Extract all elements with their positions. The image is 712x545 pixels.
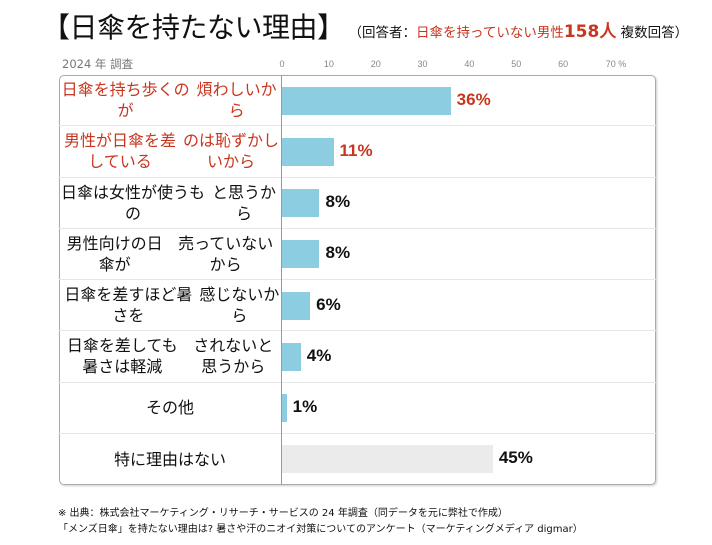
- survey-year: 2024 年 調査: [62, 57, 134, 71]
- bar: [282, 445, 493, 474]
- x-tick-label: 0: [279, 59, 285, 69]
- category-label-line: 日傘を持ち歩くのが: [61, 80, 190, 121]
- subtitle-close: 複数回答）: [616, 25, 689, 41]
- chart-row: 特に理由はない 45%: [59, 434, 656, 485]
- bar: [282, 86, 451, 115]
- bar: [282, 394, 287, 423]
- title-main: 【日傘を持たない理由】: [42, 11, 345, 44]
- chart-row: 日傘を差すほど暑さを 感じないから 6%: [59, 280, 656, 332]
- value-label: 6%: [316, 294, 341, 314]
- x-tick-label: 50: [511, 59, 522, 69]
- chart-title: 【日傘を持たない理由】 （回答者：日傘を持っていない男性158人 複数回答）: [42, 6, 688, 46]
- category-label: 男性が日傘を差している のは恥ずかしいから: [59, 126, 281, 176]
- category-label: 日傘を差しても暑さは軽減 されないと思うから: [59, 331, 281, 381]
- bar: [282, 342, 301, 371]
- category-label-line: のは恥ずかしいから: [182, 131, 279, 172]
- value-label: 36%: [456, 89, 491, 109]
- bar: [282, 291, 311, 320]
- title-subtitle: （回答者：日傘を持っていない男性158人 複数回答）: [349, 17, 689, 42]
- chart-row: その他 1%: [59, 383, 656, 434]
- category-label-line: 煩わしいから: [196, 80, 277, 121]
- bar: [282, 189, 320, 218]
- category-label: 特に理由はない: [59, 434, 281, 485]
- value-label: 8%: [325, 192, 351, 212]
- chart-row: 男性が日傘を差している のは恥ずかしいから 11%: [59, 126, 656, 178]
- subtitle-count: 158人: [563, 22, 617, 42]
- value-label: 1%: [292, 397, 318, 417]
- category-label-line: 日傘を差すほど暑さを: [64, 285, 193, 326]
- category-label-line: されないと思うから: [193, 336, 274, 377]
- bar: [282, 137, 334, 166]
- footnote-article: 「メンズ日傘」を持たない理由は? 暑さや汗のニオイ対策についてのアンケート（マー…: [58, 524, 583, 535]
- category-label: 日傘を差すほど暑さを 感じないから: [59, 280, 281, 330]
- chart-row: 日傘を差しても暑さは軽減 されないと思うから 4%: [59, 331, 656, 383]
- value-label: 11%: [339, 140, 373, 160]
- bar: [282, 240, 320, 269]
- footnote-source: ※ 出典：株式会社マーケティング・リサーチ・サービスの 24 年調査（同データを…: [58, 508, 508, 519]
- y-axis-line: [281, 75, 282, 485]
- x-tick-label: 60: [558, 59, 569, 69]
- category-label-line: 特に理由はない: [113, 449, 226, 469]
- x-tick-label: 10: [323, 59, 334, 69]
- category-label-line: その他: [145, 398, 194, 418]
- category-label-line: 男性向けの日傘が: [66, 233, 163, 274]
- category-label-line: 日傘を差しても暑さは軽減: [66, 336, 178, 377]
- category-label: その他: [59, 383, 281, 433]
- x-tick-label: 30: [417, 59, 428, 69]
- x-tick-label: 70 %: [605, 59, 627, 69]
- category-label-line: 売っていないから: [178, 233, 274, 274]
- category-label: 男性向けの日傘が 売っていないから: [59, 229, 281, 279]
- value-label: 4%: [306, 345, 332, 365]
- chart-row: 日傘を持ち歩くのが 煩わしいから 36%: [59, 75, 656, 127]
- chart-row: 男性向けの日傘が 売っていないから 8%: [59, 229, 656, 280]
- value-label: 45%: [498, 448, 533, 468]
- chart-frame: [59, 75, 656, 485]
- value-label: 8%: [325, 243, 351, 263]
- chart-row: 日傘は女性が使うもの と思うから 8%: [59, 178, 656, 229]
- category-label: 日傘を持ち歩くのが 煩わしいから: [59, 75, 281, 125]
- category-label-line: 日傘は女性が使うもの: [60, 182, 205, 223]
- subtitle-open: （回答者：: [348, 25, 417, 41]
- subtitle-respondents: 日傘を持っていない男性: [416, 25, 564, 41]
- category-label-line: 感じないから: [199, 285, 280, 326]
- category-label-line: 男性が日傘を差している: [63, 131, 176, 172]
- category-label: 日傘は女性が使うもの と思うから: [59, 178, 281, 228]
- x-tick-label: 40: [464, 59, 475, 69]
- x-tick-label: 20: [370, 59, 381, 69]
- category-label-line: と思うから: [211, 182, 276, 223]
